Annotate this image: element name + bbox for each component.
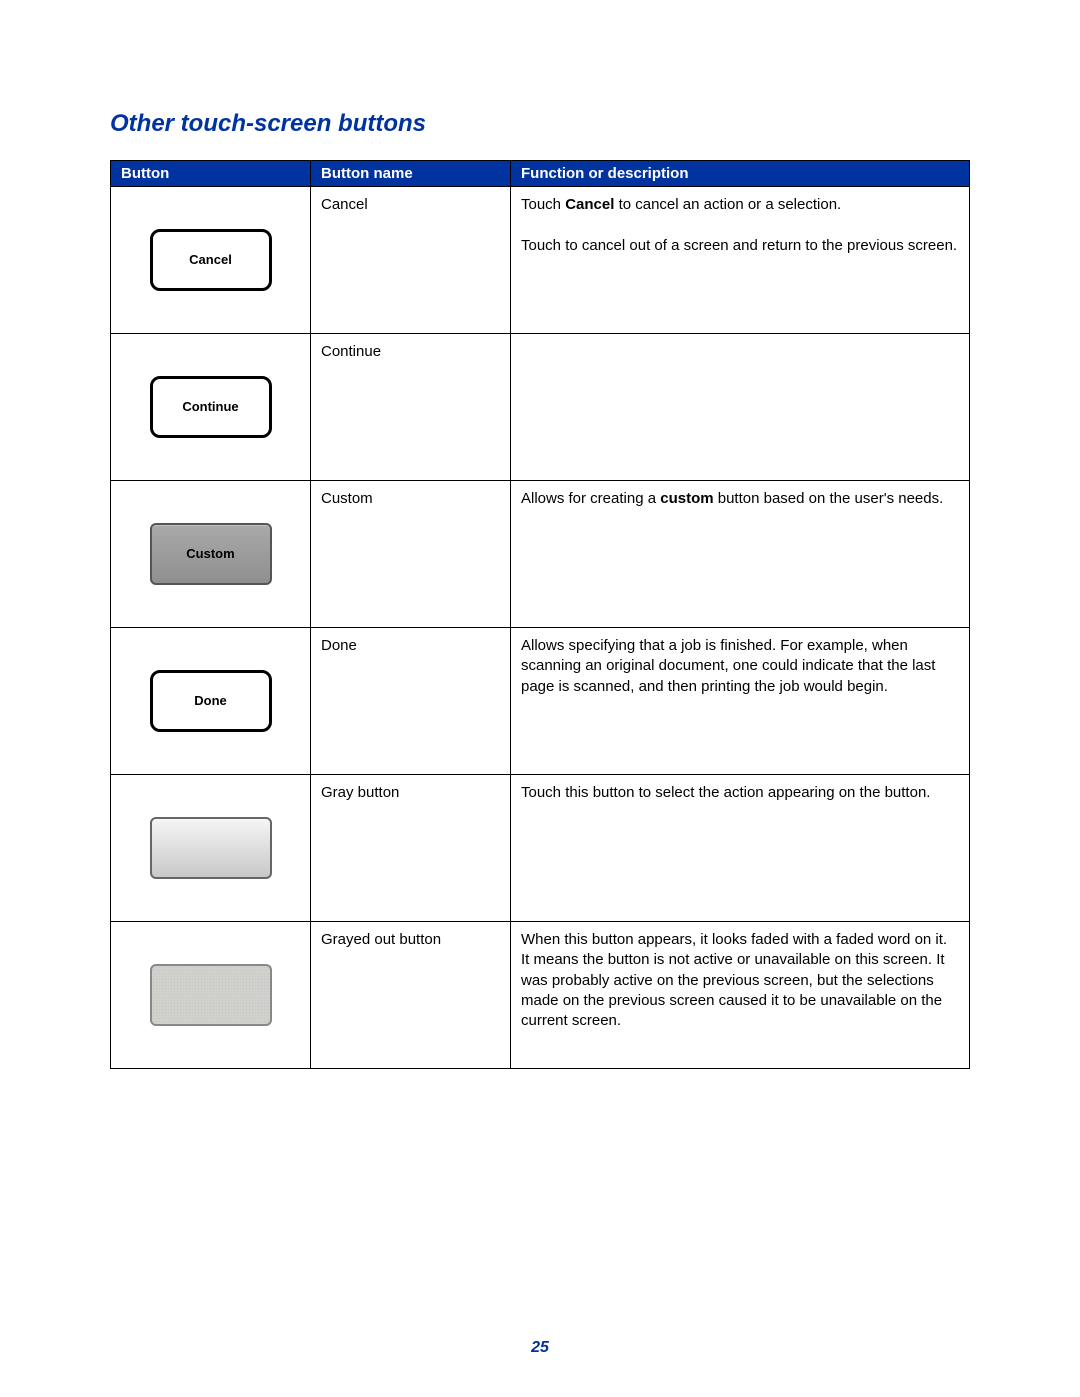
col-header-desc: Function or description: [511, 161, 970, 187]
page-number: 25: [0, 1339, 1080, 1357]
page-title: Other touch-screen buttons: [110, 110, 970, 138]
button-graphic: Cancel: [150, 229, 272, 291]
button-desc-cell: Touch this button to select the action a…: [511, 775, 970, 922]
table-row: CustomCustomAllows for creating a custom…: [111, 481, 970, 628]
table-row: Gray buttonTouch this button to select t…: [111, 775, 970, 922]
col-header-button: Button: [111, 161, 311, 187]
button-name-cell: Gray button: [311, 775, 511, 922]
button-desc-cell: When this button appears, it looks faded…: [511, 922, 970, 1069]
table-row: Continue Continue: [111, 334, 970, 481]
button-graphic: Done: [150, 670, 272, 732]
button-graphic: Continue: [150, 376, 272, 438]
button-name-cell: Cancel: [311, 187, 511, 334]
col-header-name: Button name: [311, 161, 511, 187]
button-graphic: [150, 817, 272, 879]
table-row: DoneDoneAllows specifying that a job is …: [111, 628, 970, 775]
buttons-table: Button Button name Function or descripti…: [110, 160, 970, 1069]
button-graphic: [150, 964, 272, 1026]
button-name-cell: Grayed out button: [311, 922, 511, 1069]
button-desc-cell: Touch Cancel to cancel an action or a se…: [511, 187, 970, 334]
table-row: Grayed out buttonWhen this button appear…: [111, 922, 970, 1069]
button-desc-cell: Allows for creating a custom button base…: [511, 481, 970, 628]
button-name-cell: Custom: [311, 481, 511, 628]
button-name-cell: Done: [311, 628, 511, 775]
table-row: CancelCancelTouch Cancel to cancel an ac…: [111, 187, 970, 334]
button-desc-cell: [511, 334, 970, 481]
button-graphic: Custom: [150, 523, 272, 585]
button-name-cell: Continue: [311, 334, 511, 481]
button-desc-cell: Allows specifying that a job is finished…: [511, 628, 970, 775]
